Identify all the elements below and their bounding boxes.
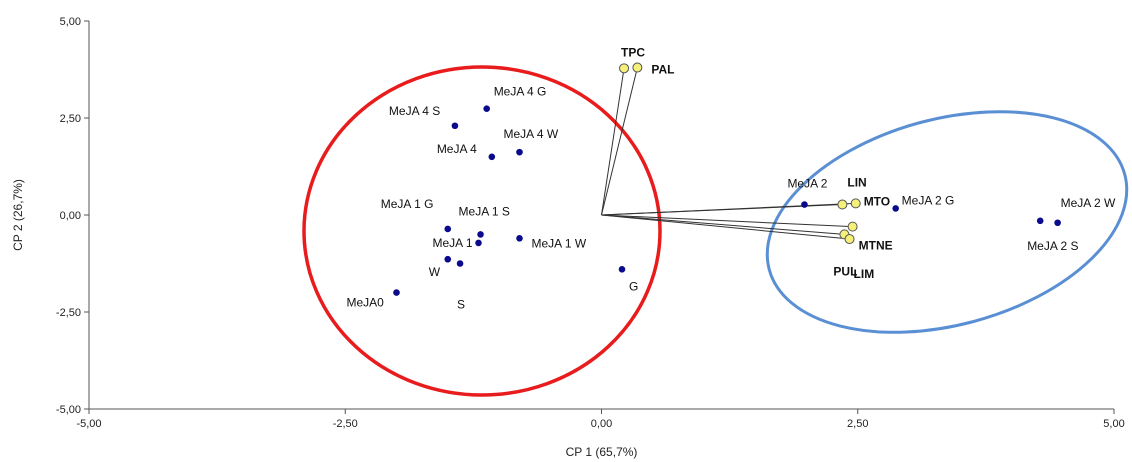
observation-label: MeJA 1 W	[532, 236, 587, 250]
x-axis-title: CP 1 (65,7%)	[566, 445, 638, 459]
observation-label: W	[429, 265, 441, 279]
observation-point	[456, 260, 464, 267]
observation-points: MeJA 4 G MeJA 4 S MeJA 4 W MeJA 4 MeJA 1 G Me…	[347, 85, 1116, 312]
observation-point	[892, 205, 899, 212]
x-tick-label: -2,50	[333, 418, 358, 430]
observation-point	[488, 153, 496, 161]
cluster-ellipse-red	[302, 65, 662, 397]
x-tick-label: 0,00	[591, 418, 612, 430]
observation-label: MeJA 1	[433, 236, 473, 250]
y-tick-label: 2,50	[60, 113, 81, 125]
observation-point	[451, 122, 459, 130]
variable-label: LIM	[854, 267, 875, 281]
observation-label: S	[457, 298, 465, 312]
variable-point	[837, 199, 848, 210]
y-tick-label: -2,50	[56, 307, 81, 319]
observation-label: MeJA 4 S	[389, 104, 440, 118]
y-tick-label: 5,00	[60, 16, 81, 28]
y-axis-ticks: -5,00 -2,50 0,00 2,50 5,00	[56, 16, 89, 416]
observation-label: MeJA 1 S	[459, 204, 510, 218]
observation-point	[393, 289, 400, 296]
observation-label: MeJA 4 W	[504, 127, 559, 141]
loading-line	[601, 214, 850, 240]
variable-point	[619, 63, 630, 74]
observation-point	[475, 239, 482, 247]
variable-point	[847, 221, 858, 232]
observation-label: MeJA 2 G	[902, 193, 955, 207]
loading-line	[601, 202, 856, 216]
observation-label: MeJA 2 W	[1061, 196, 1116, 210]
loading-line	[601, 214, 853, 228]
variable-label: PAL	[651, 63, 674, 77]
observation-point	[801, 201, 808, 208]
x-tick-label: -5,00	[76, 418, 101, 430]
observation-point	[1036, 217, 1044, 225]
variable-point	[844, 234, 855, 245]
y-tick-label: -5,00	[56, 404, 81, 416]
variable-label: TPC	[621, 45, 645, 59]
variable-label: MTO	[864, 194, 890, 208]
observation-label: MeJA 1 G	[381, 197, 434, 211]
variable-point	[632, 62, 643, 73]
y-axis-title: CP 2 (26,7%)	[11, 179, 25, 251]
observation-label: MeJA0	[347, 296, 385, 310]
x-tick-label: 5,00	[1103, 418, 1124, 430]
cluster-ellipses	[302, 65, 1129, 397]
observation-label: MeJA 4 G	[494, 85, 547, 99]
observation-point	[516, 148, 523, 156]
x-axis-ticks: -5,00 -2,50 0,00 2,50 5,00	[76, 409, 1125, 430]
y-tick-label: 0,00	[60, 210, 81, 222]
observation-label: G	[629, 279, 638, 293]
observation-label: MeJA 4	[437, 142, 477, 156]
loading-line	[601, 214, 845, 235]
observation-point	[444, 225, 452, 233]
loading-line	[601, 68, 625, 216]
variable-label: LIN	[847, 176, 866, 190]
observation-point	[477, 231, 484, 238]
observation-label: MeJA 2 S	[1027, 239, 1078, 253]
observation-point	[516, 234, 523, 242]
observation-point	[1054, 219, 1061, 227]
x-tick-label: 2,50	[847, 418, 868, 430]
observation-label: MeJA 2	[787, 177, 827, 191]
observation-point	[483, 105, 491, 112]
cluster-ellipse-blue	[765, 110, 1129, 334]
observation-point	[444, 255, 452, 263]
variable-point	[850, 198, 861, 209]
variable-label: MTNE	[859, 239, 893, 253]
loading-line	[601, 67, 638, 216]
variable-label: PUL	[833, 264, 857, 278]
observation-point	[618, 266, 626, 273]
